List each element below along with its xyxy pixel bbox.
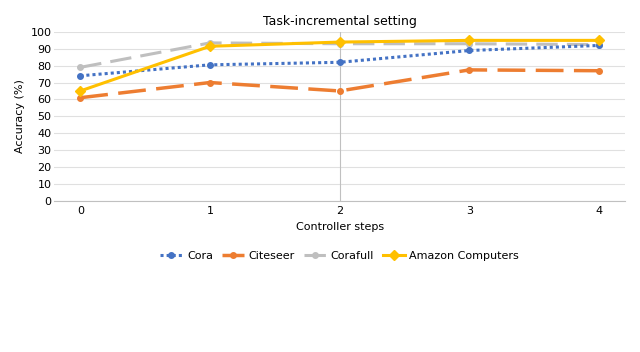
Title: Task-incremental setting: Task-incremental setting — [263, 15, 417, 28]
Y-axis label: Accuracy (%): Accuracy (%) — [15, 79, 25, 153]
Legend: Cora, Citeseer, Corafull, Amazon Computers: Cora, Citeseer, Corafull, Amazon Compute… — [156, 247, 524, 266]
X-axis label: Controller steps: Controller steps — [296, 222, 384, 232]
